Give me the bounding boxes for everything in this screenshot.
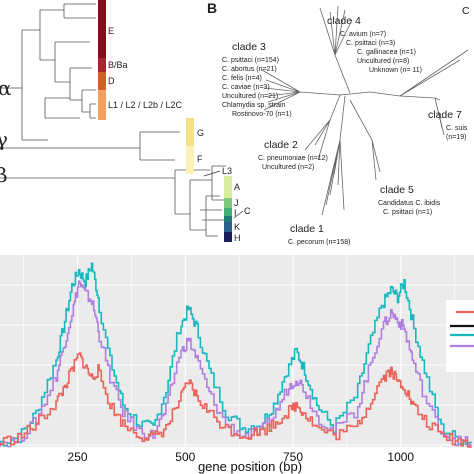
- segment-label-e: E: [108, 26, 114, 36]
- clade-5-title: clade 5: [380, 184, 414, 196]
- clade-4-title: clade 4: [327, 15, 361, 27]
- plot-series: [0, 262, 472, 448]
- clade-bar-b-ba: [98, 58, 106, 72]
- clade-3-title: clade 3: [232, 41, 266, 53]
- clade-bar-k: [224, 222, 232, 232]
- clade-2-title: clade 2: [264, 139, 298, 151]
- pointer-line-l3: [203, 170, 221, 177]
- segment-label-g: G: [197, 128, 204, 138]
- panel-b-letter: B: [207, 0, 217, 16]
- series-line-3: [0, 352, 472, 448]
- segment-label-i: I: [234, 208, 237, 218]
- clade-4-line-1: C. avium (n=7): [340, 31, 386, 38]
- panel-a-labels: E B/Ba D L1 / L2 / L2b / L2C G F L3 A J …: [0, 26, 251, 243]
- panel-b-labels: clade 4 C. avium (n=7) C. psittaci (n=3)…: [222, 5, 470, 246]
- clade-bar-g: [186, 118, 194, 146]
- x-tick-label-750: 750: [283, 450, 303, 464]
- clade-bar-e: [98, 0, 106, 58]
- clade-2-line-1: C. pneumoniae (n=12): [258, 155, 328, 162]
- clade-3-line-4: C. caviae (n=3): [222, 84, 270, 91]
- greek-gamma: γ: [0, 127, 8, 151]
- segment-label-c: C: [244, 206, 251, 216]
- clade-5-line-2: C. psittaci (n=1): [383, 209, 432, 216]
- clade-7-line-1: C. suis: [446, 125, 468, 132]
- clade-4-line-3: C. gallinacea (n=1): [357, 49, 416, 56]
- clade-4-line-4: Uncultured (n=8): [357, 58, 409, 65]
- segment-label-h: H: [234, 233, 241, 243]
- segment-label-d: D: [108, 76, 115, 86]
- clade-bar-d: [98, 72, 106, 90]
- x-tick-label-250: 250: [68, 450, 88, 464]
- x-tick-label-1000: 1000: [387, 450, 414, 464]
- clade-bar-f: [186, 146, 194, 174]
- clade-1-line-1: C. pecorum (n=158): [288, 239, 350, 246]
- greek-beta: β: [0, 163, 8, 187]
- clade-2-line-2: Uncultured (n=2): [262, 164, 314, 171]
- clade-bar-c: [224, 216, 232, 222]
- x-tick-label-500: 500: [175, 450, 195, 464]
- clade-bar-h: [224, 232, 232, 242]
- greek-alpha: α: [0, 76, 12, 100]
- clade-bar-a: [224, 176, 232, 198]
- clade-3-line-6: Chlamydia sp. strain: [222, 102, 286, 109]
- segment-label-l1: L1 / L2 / L2b / L2C: [108, 100, 183, 110]
- segment-label-j: J: [234, 198, 239, 208]
- clade-7-line-2: (n=19): [446, 134, 466, 141]
- segment-label-f: F: [197, 154, 203, 164]
- clade-3-line-5: Uncultured (n=21): [222, 93, 278, 100]
- x-axis-title: gene position (bp): [198, 459, 302, 474]
- legend: [446, 300, 474, 372]
- segment-label-l3: L3: [222, 166, 232, 176]
- segment-label-k: K: [234, 222, 240, 232]
- clade-bar-i: [224, 208, 232, 216]
- clade-6-title-cut: C: [462, 5, 470, 17]
- segment-label-a: A: [234, 182, 240, 192]
- clade-3-line-2: C. abortus (n=21): [222, 66, 277, 73]
- clade-5-line-1: Candidatus C. ibidis: [378, 200, 441, 207]
- clade-3-line-1: C. psittaci (n=154): [222, 57, 279, 64]
- clade-1-title: clade 1: [290, 223, 324, 235]
- clade-bar-l1: [98, 90, 106, 120]
- segment-label-b-ba: B/Ba: [108, 60, 128, 70]
- x-axis-ticks: 250 500 750 1000: [68, 450, 415, 464]
- series-line-2: [0, 280, 472, 448]
- panel-a-tree: [0, 3, 226, 237]
- panel-c-chart: 250 500 750 1000 gene position (bp): [0, 255, 474, 474]
- series-line-1: [0, 262, 472, 447]
- clade-4-line-5: Unknown (n= 11): [369, 67, 422, 74]
- panel-b-tree: [261, 5, 469, 216]
- clade-7-title: clade 7: [428, 109, 462, 121]
- clade-bar-j: [224, 198, 232, 208]
- pointer-line-c: [233, 210, 244, 219]
- panel-a-clade-bars: [98, 0, 232, 242]
- clade-4-line-2: C. psittaci (n=3): [346, 40, 395, 47]
- clade-3-line-7: Rostinovo-70 (n=1): [232, 111, 292, 118]
- clade-3-line-3: C. felis (n=4): [222, 75, 262, 82]
